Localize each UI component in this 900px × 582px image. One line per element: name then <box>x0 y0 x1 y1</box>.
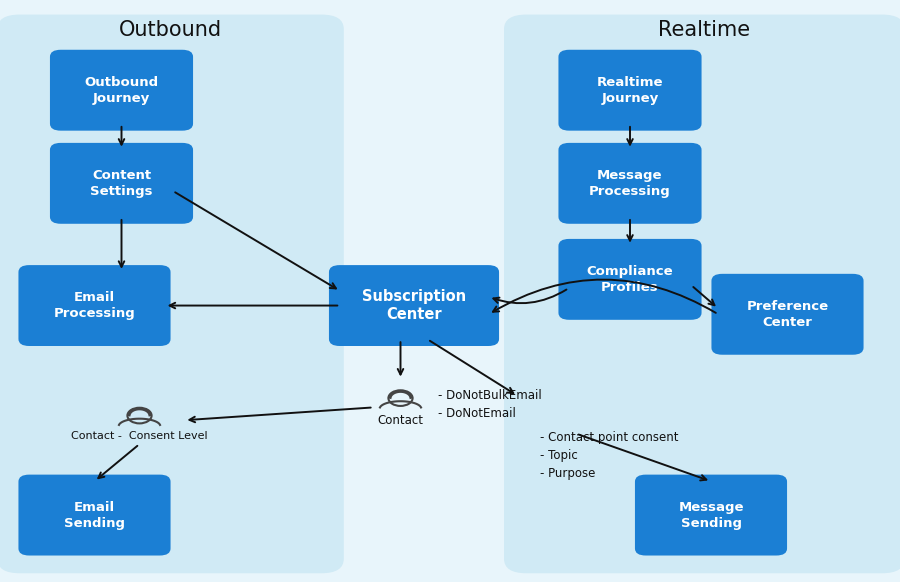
Text: Message
Processing: Message Processing <box>590 169 670 198</box>
FancyBboxPatch shape <box>558 143 702 223</box>
Text: Subscription
Center: Subscription Center <box>362 289 466 322</box>
FancyBboxPatch shape <box>558 239 702 320</box>
FancyBboxPatch shape <box>329 265 499 346</box>
FancyBboxPatch shape <box>558 49 702 131</box>
FancyBboxPatch shape <box>711 274 864 354</box>
Text: Preference
Center: Preference Center <box>746 300 829 329</box>
Text: - Contact point consent
- Topic
- Purpose: - Contact point consent - Topic - Purpos… <box>540 431 679 480</box>
FancyBboxPatch shape <box>0 15 344 573</box>
FancyBboxPatch shape <box>18 265 170 346</box>
Text: - DoNotBulkEmail
- DoNotEmail: - DoNotBulkEmail - DoNotEmail <box>438 389 542 420</box>
FancyBboxPatch shape <box>50 49 194 131</box>
Text: Compliance
Profiles: Compliance Profiles <box>587 265 673 294</box>
FancyBboxPatch shape <box>635 475 787 555</box>
Text: Realtime: Realtime <box>658 20 751 40</box>
Text: Contact -  Consent Level: Contact - Consent Level <box>71 431 208 441</box>
FancyBboxPatch shape <box>18 475 170 555</box>
Text: Content
Settings: Content Settings <box>90 169 153 198</box>
Text: Outbound
Journey: Outbound Journey <box>85 76 158 105</box>
FancyBboxPatch shape <box>50 143 194 223</box>
Text: Contact: Contact <box>377 413 424 427</box>
Text: Outbound: Outbound <box>119 20 222 40</box>
FancyBboxPatch shape <box>504 15 900 573</box>
Text: Email
Sending: Email Sending <box>64 501 125 530</box>
Text: Email
Processing: Email Processing <box>54 291 135 320</box>
Text: Realtime
Journey: Realtime Journey <box>597 76 663 105</box>
Text: Message
Sending: Message Sending <box>679 501 743 530</box>
